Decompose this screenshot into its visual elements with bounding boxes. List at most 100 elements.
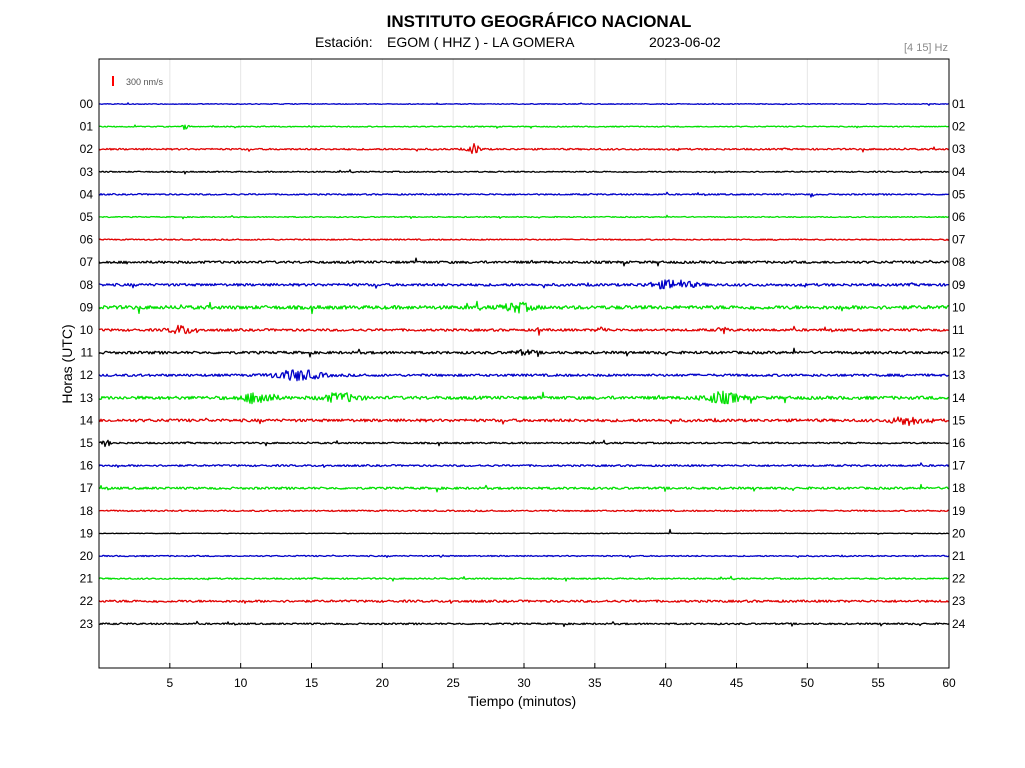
hour-label-right: 06: [952, 210, 966, 224]
x-tick-label: 35: [588, 676, 602, 690]
trace-hour-10: [98, 324, 950, 336]
hour-label-right: 15: [952, 413, 966, 427]
x-tick-label: 15: [305, 676, 319, 690]
hour-label-left: 02: [80, 142, 94, 156]
trace-hour-01: [98, 124, 950, 130]
hour-label-right: 16: [952, 436, 966, 450]
trace-hour-13: [98, 390, 950, 405]
hour-label-left: 15: [80, 436, 94, 450]
trace-hour-05: [98, 214, 950, 220]
hour-label-left: 16: [80, 459, 94, 473]
hour-label-left: 10: [80, 323, 94, 337]
hour-label-right: 24: [952, 617, 966, 631]
x-tick-label: 60: [942, 676, 956, 690]
trace-hour-20: [98, 554, 950, 559]
trace-hour-15: [98, 439, 950, 448]
trace-hour-09: [98, 300, 950, 315]
trace-hour-17: [98, 483, 950, 493]
x-tick-label: 20: [376, 676, 390, 690]
trace-hour-08: [98, 279, 950, 290]
chart-title: INSTITUTO GEOGRÁFICO NACIONAL: [387, 12, 692, 31]
y-axis-label: Horas (UTC): [59, 324, 75, 403]
hour-label-left: 04: [80, 187, 94, 201]
trace-hour-12: [98, 369, 950, 382]
hour-label-right: 10: [952, 300, 966, 314]
hour-label-right: 08: [952, 255, 966, 269]
x-tick-label: 25: [446, 676, 460, 690]
grid-lines: [169, 59, 879, 668]
trace-hour-06: [98, 238, 950, 242]
x-tick-label: 10: [234, 676, 248, 690]
hour-label-right: 17: [952, 459, 966, 473]
hour-label-left: 14: [80, 413, 94, 427]
hour-label-right: 20: [952, 526, 966, 540]
hour-label-left: 22: [80, 594, 94, 608]
trace-hour-18: [98, 509, 950, 513]
trace-hour-03: [98, 169, 950, 175]
hour-label-right: 12: [952, 346, 966, 360]
hour-label-left: 03: [80, 165, 94, 179]
hour-labels-right: 01 02 03 04 05 06 07 08 09 10 11 12 13 14 15 16 17 18 19 20…: [952, 97, 966, 631]
hour-label-left: 06: [80, 233, 94, 247]
hour-label-right: 01: [952, 97, 966, 111]
hour-label-right: 03: [952, 142, 966, 156]
plot-area: [98, 58, 950, 669]
hour-label-left: 13: [80, 391, 94, 405]
hour-label-left: 11: [81, 346, 94, 360]
hour-label-right: 18: [952, 481, 966, 495]
trace-hour-16: [98, 462, 950, 468]
hour-label-left: 18: [80, 504, 94, 518]
hour-label-left: 17: [80, 481, 94, 495]
x-tick-label: 50: [801, 676, 815, 690]
x-axis-label: Tiempo (minutos): [468, 693, 576, 709]
x-tick-label: 40: [659, 676, 673, 690]
trace-hour-22: [98, 599, 950, 604]
trace-hour-21: [98, 575, 950, 582]
hour-label-left: 01: [80, 120, 94, 134]
x-tick-label: 55: [871, 676, 885, 690]
hour-labels-left: 00 01 02 03 04 05 06 07 08 09 10 11 12 13 14 15 16 17 18 19…: [80, 97, 94, 631]
scale-bar-label: 300 nm/s: [126, 77, 164, 87]
hour-label-left: 12: [80, 368, 94, 382]
trace-hour-14: [98, 416, 950, 427]
seismic-traces: [98, 102, 950, 628]
x-axis-ticks: 5 10 15 20 25 30 35 40 45 50 55 60: [166, 663, 956, 690]
x-tick-label: 5: [166, 676, 173, 690]
hour-label-right: 04: [952, 165, 966, 179]
hour-label-left: 08: [80, 278, 94, 292]
hour-label-right: 13: [952, 368, 966, 382]
hour-label-right: 05: [952, 187, 966, 201]
hour-label-right: 23: [952, 594, 966, 608]
trace-hour-19: [98, 528, 950, 535]
trace-hour-00: [98, 102, 950, 106]
station-label: Estación:: [315, 34, 373, 50]
trace-hour-07: [98, 257, 950, 267]
hour-label-right: 07: [952, 233, 966, 247]
hour-label-left: 09: [80, 300, 94, 314]
hour-label-left: 05: [80, 210, 94, 224]
hour-label-right: 02: [952, 120, 966, 134]
hour-label-right: 19: [952, 504, 966, 518]
trace-hour-04: [98, 191, 950, 198]
x-tick-label: 45: [730, 676, 744, 690]
hour-label-left: 23: [80, 617, 94, 631]
x-tick-label: 30: [517, 676, 531, 690]
trace-hour-11: [98, 347, 950, 358]
hour-label-left: 19: [80, 526, 94, 540]
hour-label-right: 21: [952, 549, 966, 563]
hour-label-left: 20: [80, 549, 94, 563]
hour-label-right: 11: [952, 323, 965, 337]
hour-label-left: 00: [80, 97, 94, 111]
hour-label-right: 14: [952, 391, 966, 405]
date-label: 2023-06-02: [649, 34, 721, 50]
hour-label-right: 22: [952, 572, 966, 586]
hour-label-right: 09: [952, 278, 966, 292]
scale-bar: [112, 76, 114, 86]
station-name: EGOM ( HHZ ) - LA GOMERA: [387, 34, 575, 50]
trace-hour-02: [98, 143, 950, 155]
filter-band: [4 15] Hz: [904, 42, 948, 54]
hour-label-left: 07: [80, 255, 94, 269]
trace-hour-23: [98, 620, 950, 628]
hour-label-left: 21: [80, 572, 94, 586]
